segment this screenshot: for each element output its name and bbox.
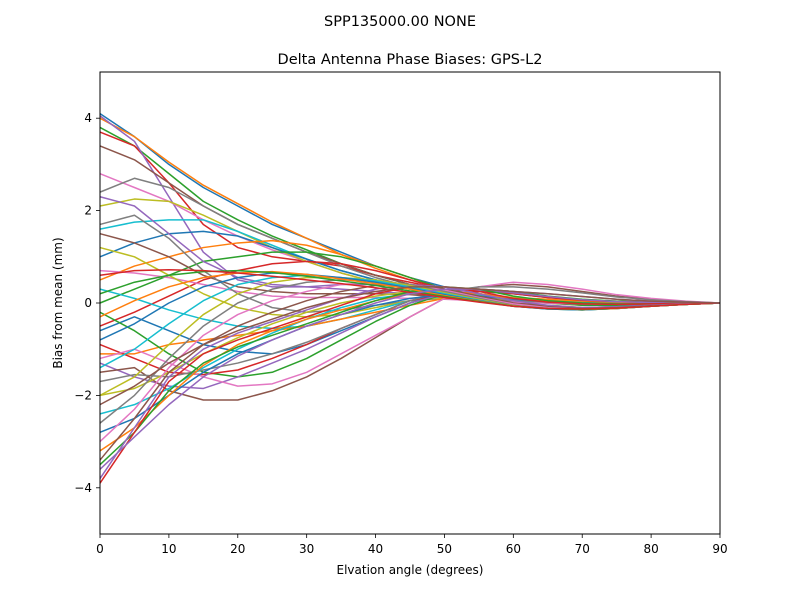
- y-tick-label: −4: [74, 481, 92, 495]
- y-tick-label: −2: [74, 388, 92, 402]
- series-line-44: [99, 268, 721, 310]
- x-axis: 0 10 20 30 40 50 60 70 80 90: [96, 534, 728, 556]
- x-tick-label: 70: [575, 542, 590, 556]
- y-axis-label: Bias from mean (mm): [51, 237, 65, 368]
- y-axis: −4 −2 0 2 4: [74, 111, 100, 495]
- series-line-28: [99, 286, 721, 383]
- x-tick-label: 10: [161, 542, 176, 556]
- x-tick-label: 90: [712, 542, 727, 556]
- x-axis-label: Elvation angle (degrees): [337, 563, 484, 577]
- series-line-25: [99, 289, 720, 390]
- series-line-46: [99, 286, 721, 406]
- y-tick-label: 2: [84, 204, 92, 218]
- y-tick-label: 4: [84, 111, 92, 125]
- plot-lines: [99, 112, 721, 484]
- chart-title: Delta Antenna Phase Biases: GPS-L2: [278, 52, 543, 68]
- x-tick-label: 80: [643, 542, 658, 556]
- x-tick-label: 50: [437, 542, 452, 556]
- x-tick-label: 20: [230, 542, 245, 556]
- y-tick-label: 0: [84, 296, 92, 310]
- x-tick-label: 40: [368, 542, 383, 556]
- figure-suptitle: SPP135000.00 NONE: [324, 14, 476, 30]
- x-tick-label: 30: [299, 542, 314, 556]
- x-tick-label: 60: [506, 542, 521, 556]
- x-tick-label: 0: [96, 542, 104, 556]
